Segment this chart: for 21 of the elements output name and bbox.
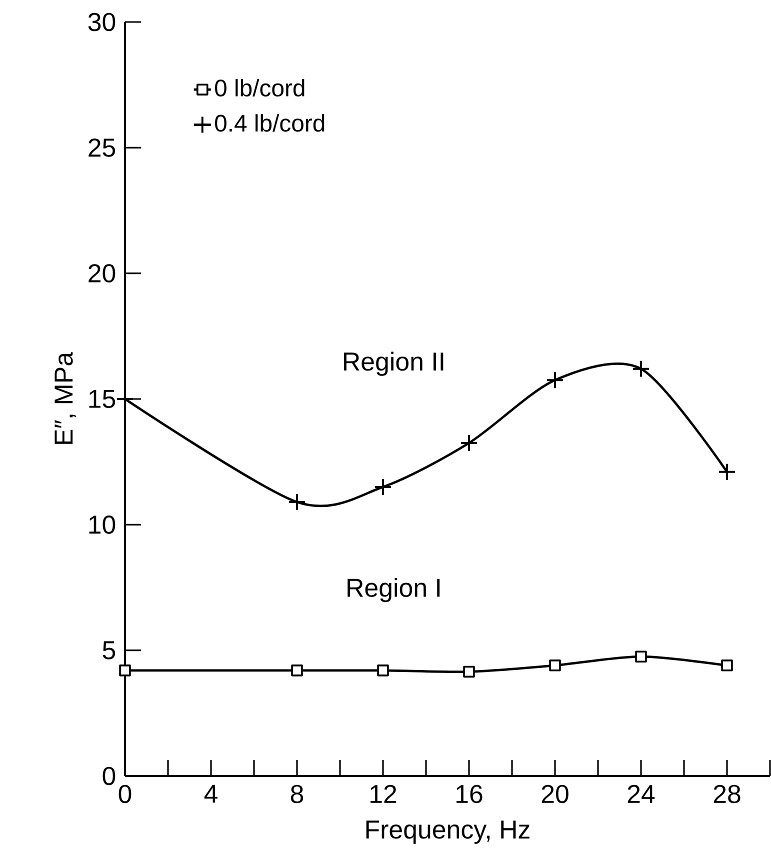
x-tick-label: 12 (370, 784, 396, 803)
x-tick-label: 24 (628, 784, 655, 803)
y-tick-label: 20 (88, 264, 116, 282)
y-tick-label: 25 (88, 138, 116, 157)
x-axis-title: Frequency, Hz (366, 820, 530, 844)
y-tick-label: 15 (89, 390, 116, 408)
legend-label: 0.4 lb/cord (215, 114, 324, 132)
y-tick-label: 5 (102, 641, 116, 660)
y-tick-label: 10 (89, 515, 116, 534)
x-tick-label: 4 (204, 784, 218, 803)
y-tick-label: 30 (88, 12, 116, 32)
y-tick-label: 0 (102, 766, 116, 786)
annotation: Region II (344, 352, 444, 376)
x-tick-label: 0 (118, 784, 132, 804)
legend-label: 0 lb/cord (215, 78, 304, 97)
annotation: Region I (348, 578, 440, 602)
x-tick-label: 20 (542, 784, 568, 804)
x-tick-label: 16 (456, 784, 482, 804)
x-tick-label: 8 (290, 784, 304, 804)
x-tick-label: 28 (714, 784, 740, 804)
y-axis-title: E″, MPa (54, 352, 76, 444)
